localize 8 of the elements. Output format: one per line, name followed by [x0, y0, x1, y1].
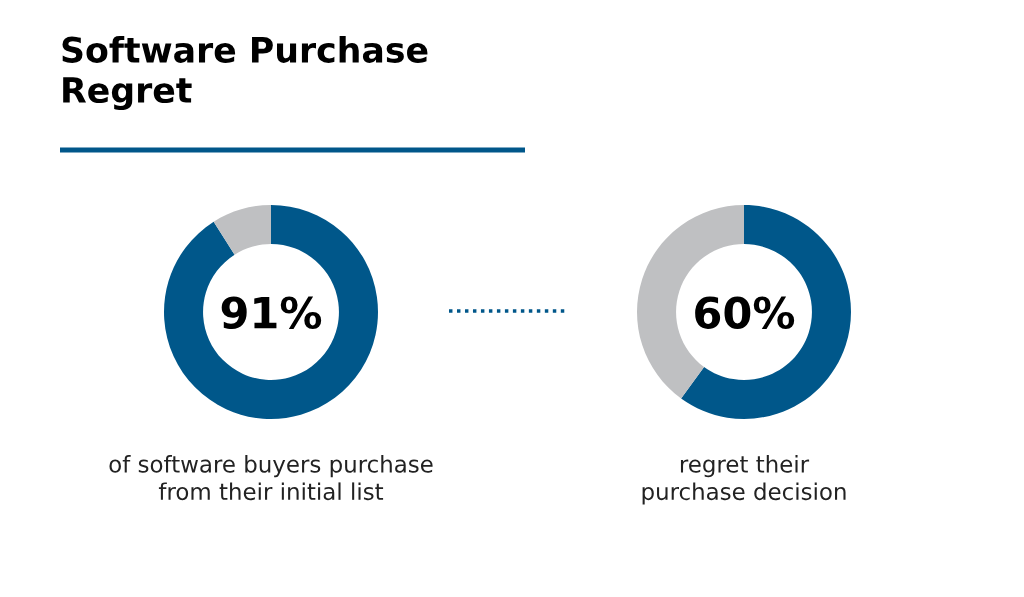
data-label: 91%: [221, 296, 322, 329]
donut-slice: [681, 205, 851, 419]
chart-title: Software Purchase Regret: [62, 36, 428, 111]
donut-slice: [164, 205, 378, 419]
text: regret their purchase decision: [642, 455, 846, 505]
donut-slice: [213, 205, 271, 255]
data-label: 60%: [695, 296, 795, 329]
text: of software buyers purchase from their initial list: [109, 455, 433, 501]
